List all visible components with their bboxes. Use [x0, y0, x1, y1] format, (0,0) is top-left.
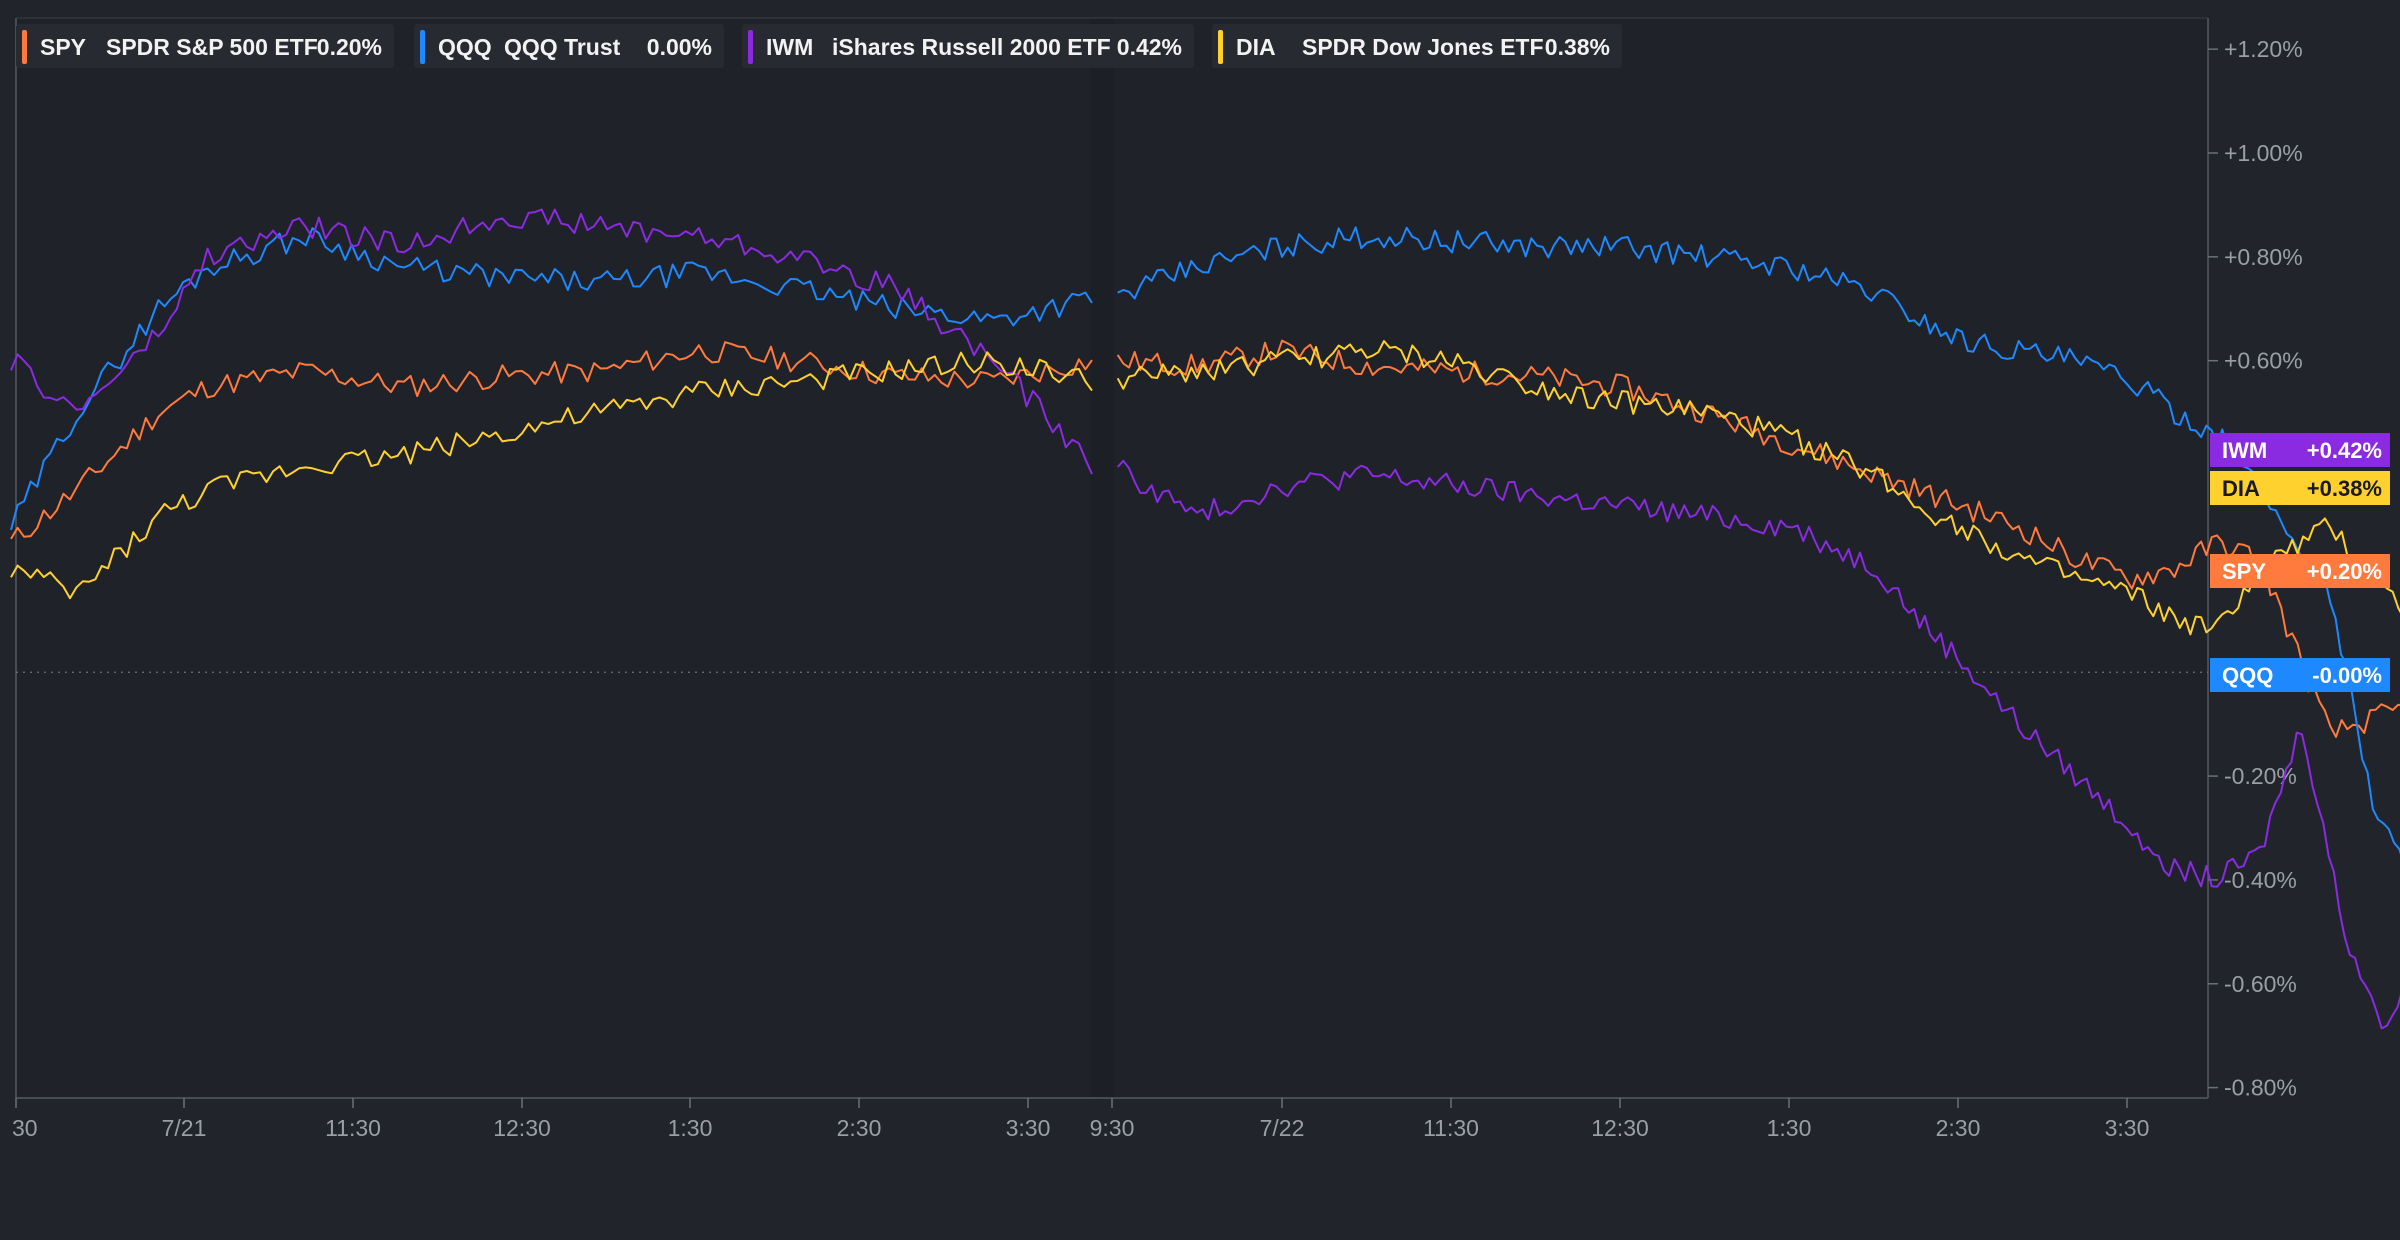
x-tick-label: 1:30: [1767, 1115, 1812, 1141]
y-tick-label: -0.20%: [2224, 763, 2297, 789]
legend-item-iwm[interactable]: [742, 24, 1194, 68]
x-tick-label: 2:30: [1936, 1115, 1981, 1141]
legend-name: SPDR S&P 500 ETF: [106, 34, 318, 60]
legend-swatch-qqq: [420, 30, 425, 64]
x-tick-label: 2:30: [837, 1115, 882, 1141]
series-line-iwm-day2: [1116, 459, 2400, 1030]
value-badge-value: +0.38%: [2307, 476, 2382, 501]
x-tick-label: 7/22: [1260, 1115, 1305, 1141]
legend-value: 0.00%: [647, 34, 712, 60]
x-tick-label: 3:30: [1006, 1115, 1051, 1141]
legend-value: 0.38%: [1545, 34, 1610, 60]
series-line-qqq-day1: [10, 227, 1093, 531]
x-tick-label: 30: [12, 1115, 38, 1141]
legend-item-qqq[interactable]: [414, 24, 724, 68]
y-tick-label: +1.00%: [2224, 140, 2303, 166]
legend-name: SPDR Dow Jones ETF: [1302, 34, 1544, 60]
x-tick-label: 1:30: [668, 1115, 713, 1141]
legend-swatch-iwm: [748, 30, 753, 64]
legend-swatch-spy: [22, 30, 27, 64]
value-badge-symbol: DIA: [2222, 476, 2260, 501]
legend-symbol: DIA: [1236, 34, 1276, 60]
x-tick-label: 11:30: [325, 1115, 381, 1141]
series-line-iwm-day1: [10, 208, 1093, 475]
legend-value: 0.20%: [317, 34, 382, 60]
y-tick-label: -0.80%: [2224, 1075, 2297, 1101]
x-tick-label: 3:30: [2105, 1115, 2150, 1141]
legend-name: QQQ Trust: [504, 34, 621, 60]
x-tick-label: 12:30: [493, 1115, 551, 1141]
legend-swatch-dia: [1218, 30, 1223, 64]
value-badge-value: +0.20%: [2307, 559, 2382, 584]
x-tick-label: 7/21: [162, 1115, 207, 1141]
series-line-qqq-day2: [1117, 226, 2400, 855]
value-badge-symbol: IWM: [2222, 438, 2267, 463]
y-tick-label: -0.60%: [2224, 971, 2297, 997]
series-line-spy-day1: [10, 341, 1093, 540]
y-tick-label: +1.20%: [2224, 36, 2303, 62]
legend-symbol: IWM: [766, 34, 813, 60]
session-break-band: [1090, 18, 1114, 1098]
legend-value: 0.42%: [1117, 34, 1182, 60]
series-line-dia-day1: [10, 351, 1093, 600]
y-tick-label: +0.80%: [2224, 244, 2303, 270]
value-badge-dia: [2210, 471, 2390, 505]
legend-symbol: QQQ: [438, 34, 492, 60]
value-badge-value: +0.42%: [2307, 438, 2382, 463]
y-tick-label: -0.40%: [2224, 867, 2297, 893]
legend-name: iShares Russell 2000 ETF: [832, 34, 1111, 60]
x-tick-label: 9:30: [1090, 1115, 1135, 1141]
value-badge-qqq: [2210, 658, 2390, 692]
legend-item-dia[interactable]: [1212, 24, 1622, 68]
legend-symbol: SPY: [40, 34, 86, 60]
x-tick-label: 11:30: [1423, 1115, 1479, 1141]
legend-item-spy[interactable]: [16, 24, 394, 68]
y-tick-label: +0.60%: [2224, 348, 2303, 374]
value-badge-spy: [2210, 554, 2390, 588]
value-badge-symbol: SPY: [2222, 559, 2266, 584]
x-tick-label: 12:30: [1591, 1115, 1649, 1141]
series-line-dia-day2: [1116, 340, 2400, 636]
value-badge-symbol: QQQ: [2222, 663, 2273, 688]
value-badge-value: -0.00%: [2312, 663, 2382, 688]
value-badge-iwm: [2210, 433, 2390, 467]
